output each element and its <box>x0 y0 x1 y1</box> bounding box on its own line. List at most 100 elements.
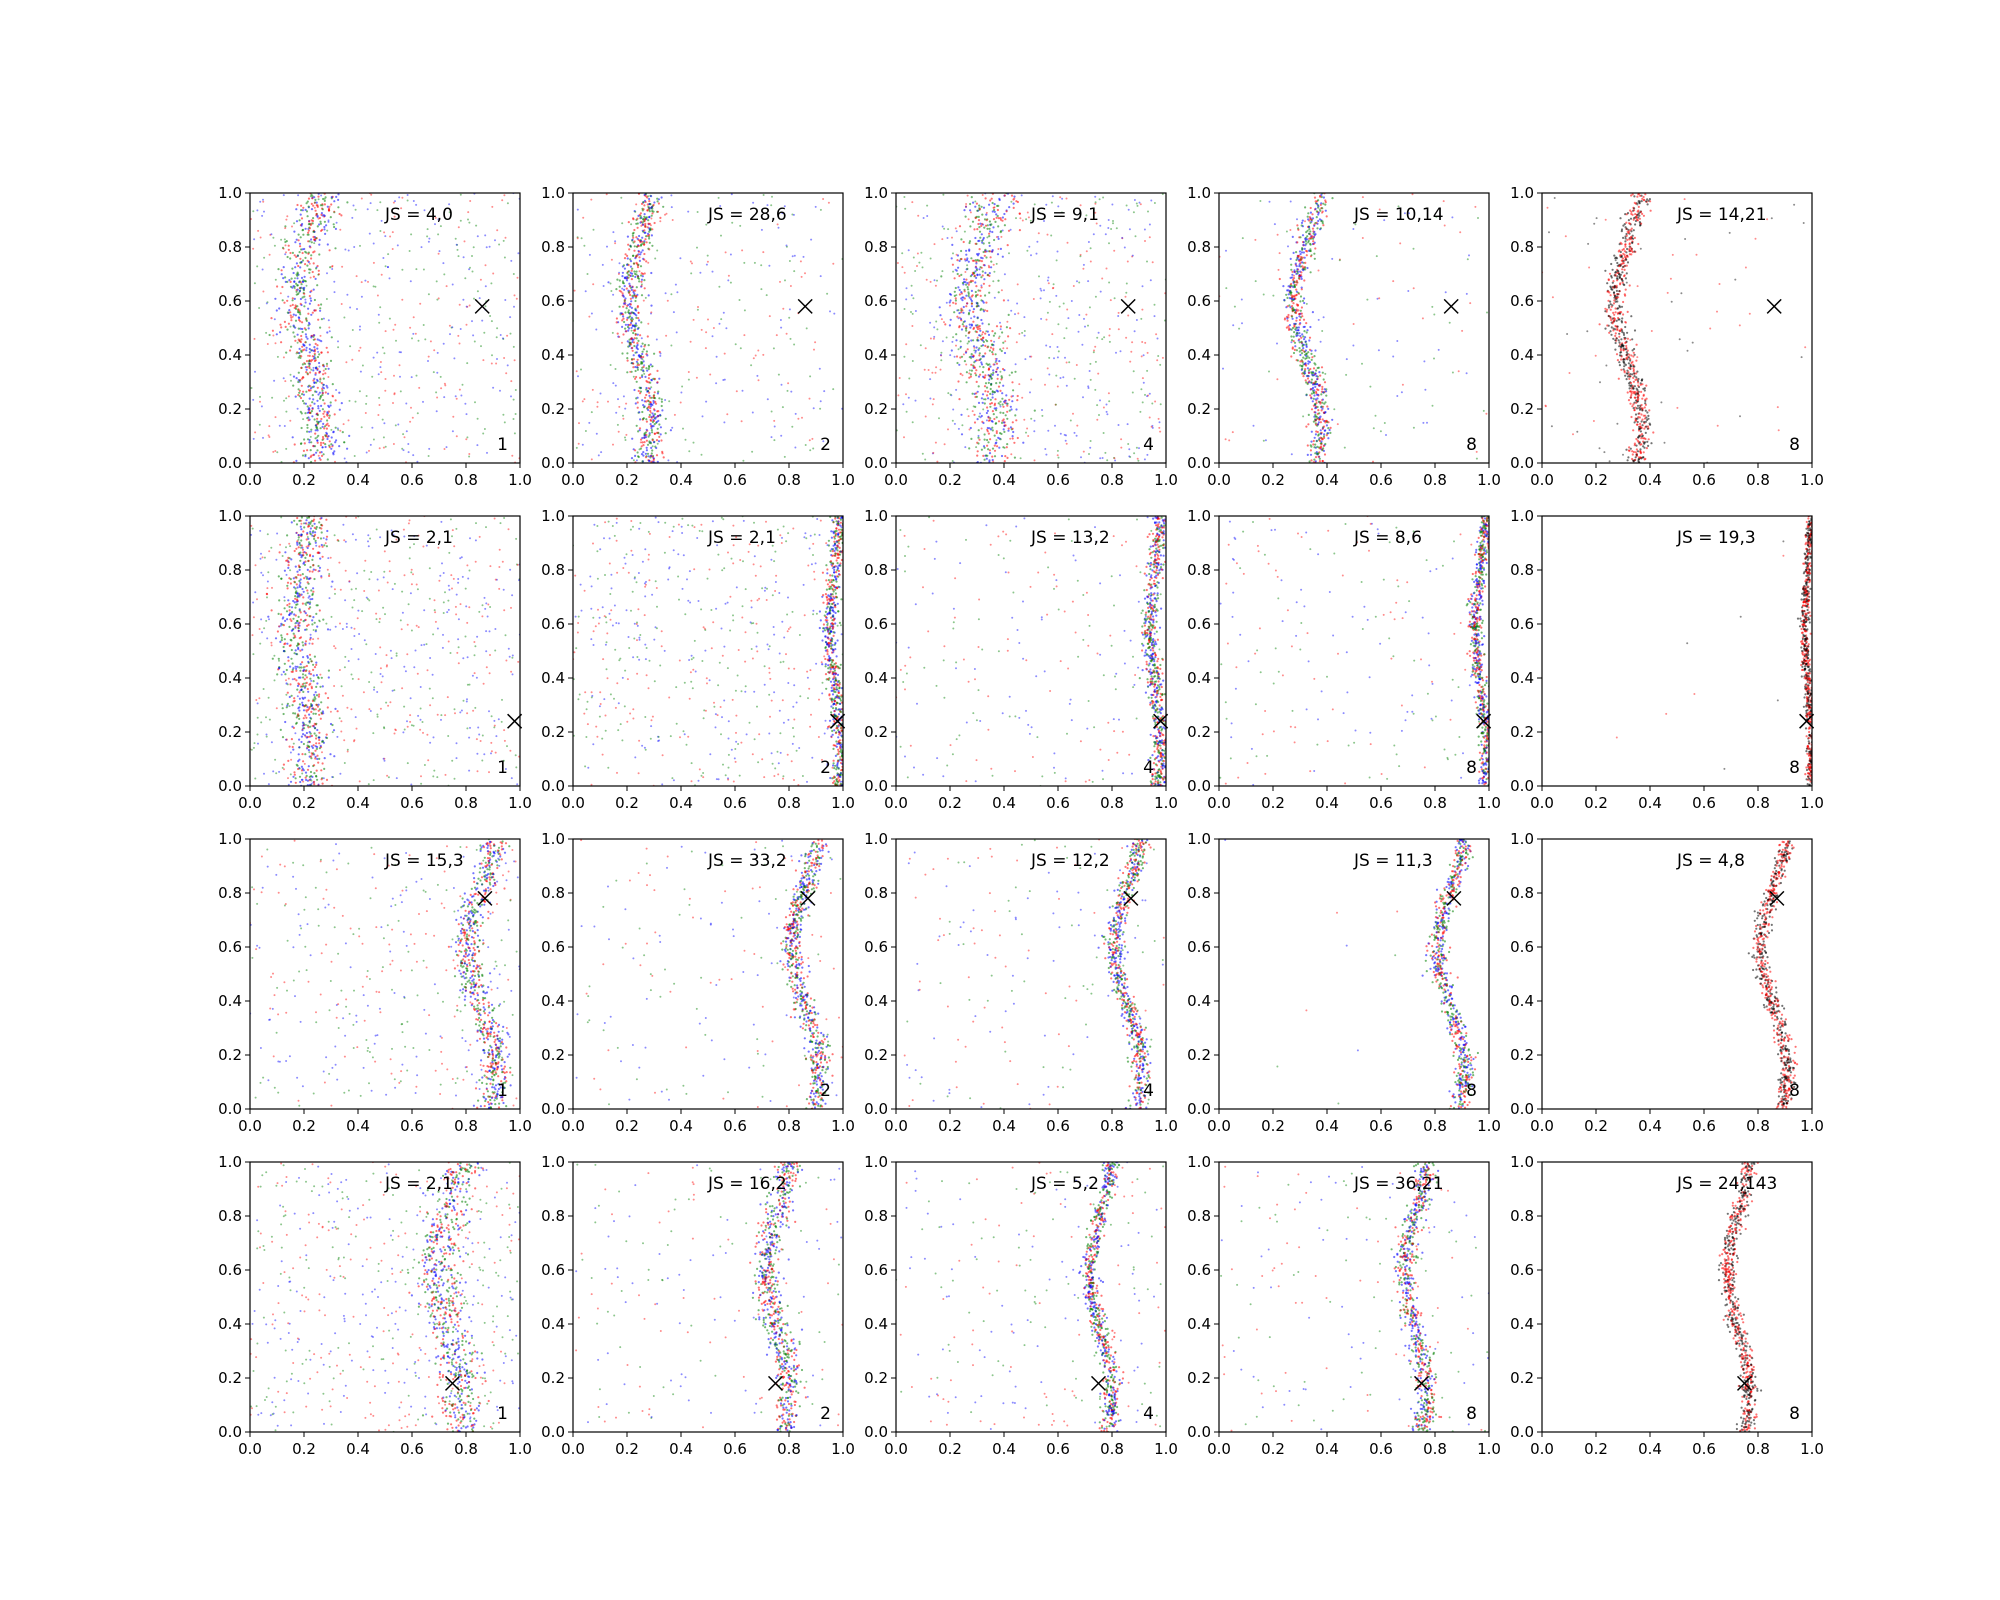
point <box>1108 334 1111 337</box>
point <box>398 364 401 367</box>
point <box>513 294 516 297</box>
point <box>921 452 924 455</box>
point <box>514 413 517 415</box>
point <box>1075 434 1078 437</box>
point <box>1131 391 1134 394</box>
point <box>1115 227 1118 230</box>
point <box>427 455 430 457</box>
point <box>645 367 648 370</box>
point <box>1606 324 1609 327</box>
point <box>617 273 620 275</box>
point <box>349 306 352 309</box>
point <box>347 419 350 422</box>
point <box>641 352 644 356</box>
point <box>924 415 927 418</box>
x-tick-label: 0.0 <box>1207 471 1231 489</box>
point <box>1011 421 1014 424</box>
point <box>956 309 959 312</box>
point <box>1039 297 1042 300</box>
point <box>1117 311 1120 314</box>
point <box>1643 427 1646 430</box>
point <box>300 334 303 338</box>
x-tick-label: 0.2 <box>938 471 962 489</box>
point <box>1011 427 1014 430</box>
point <box>643 272 646 275</box>
point <box>652 459 655 462</box>
point <box>313 354 316 356</box>
point <box>1054 403 1057 406</box>
point <box>418 386 421 389</box>
point <box>426 235 429 238</box>
point <box>974 205 977 208</box>
point <box>321 408 324 411</box>
point <box>1318 371 1321 374</box>
point <box>320 351 323 354</box>
point <box>1635 359 1638 362</box>
point <box>993 210 996 213</box>
point <box>298 251 301 254</box>
point <box>334 399 337 402</box>
point <box>1629 447 1632 450</box>
point <box>1307 351 1310 354</box>
point <box>649 224 652 227</box>
point <box>1133 452 1136 455</box>
point <box>1639 434 1642 437</box>
point <box>1323 388 1326 391</box>
point <box>1300 271 1303 274</box>
x-tick-label: 0.2 <box>292 471 316 489</box>
point <box>975 346 978 349</box>
point <box>986 426 989 430</box>
point <box>1089 247 1092 250</box>
point <box>410 406 412 409</box>
point <box>1125 204 1128 207</box>
point <box>1616 261 1619 265</box>
point <box>978 204 981 207</box>
point <box>958 398 961 401</box>
point <box>295 290 298 293</box>
point <box>788 308 791 311</box>
point <box>1635 387 1638 390</box>
point <box>309 449 312 452</box>
point <box>689 260 692 263</box>
point <box>1310 445 1313 448</box>
point <box>999 405 1002 408</box>
point <box>1050 234 1053 237</box>
point <box>1290 335 1293 338</box>
point <box>578 422 580 425</box>
point <box>409 280 412 283</box>
point <box>977 259 980 262</box>
point <box>810 238 813 241</box>
point <box>979 222 982 225</box>
point <box>963 278 966 281</box>
point <box>330 336 333 339</box>
point <box>670 344 673 347</box>
point <box>262 436 264 439</box>
point <box>1640 420 1643 423</box>
point <box>982 310 986 313</box>
point <box>1300 349 1303 352</box>
point <box>1301 360 1304 363</box>
y-tick-label: 0.2 <box>541 400 565 418</box>
point <box>416 460 419 463</box>
point <box>412 200 415 202</box>
point <box>295 220 299 223</box>
point <box>321 386 324 389</box>
point <box>623 276 626 280</box>
point <box>969 209 972 212</box>
js-label: JS = 10,14 <box>1353 205 1444 225</box>
point <box>624 297 627 300</box>
point <box>1400 391 1403 394</box>
point <box>995 409 998 412</box>
point <box>975 294 978 297</box>
point <box>1104 451 1107 454</box>
point <box>1294 309 1297 312</box>
point <box>991 410 995 413</box>
point <box>976 209 979 212</box>
point <box>1050 201 1053 204</box>
point <box>1161 356 1164 359</box>
point <box>1620 242 1623 245</box>
point <box>476 417 479 420</box>
point <box>294 266 297 269</box>
point <box>980 276 983 279</box>
point <box>299 261 302 264</box>
